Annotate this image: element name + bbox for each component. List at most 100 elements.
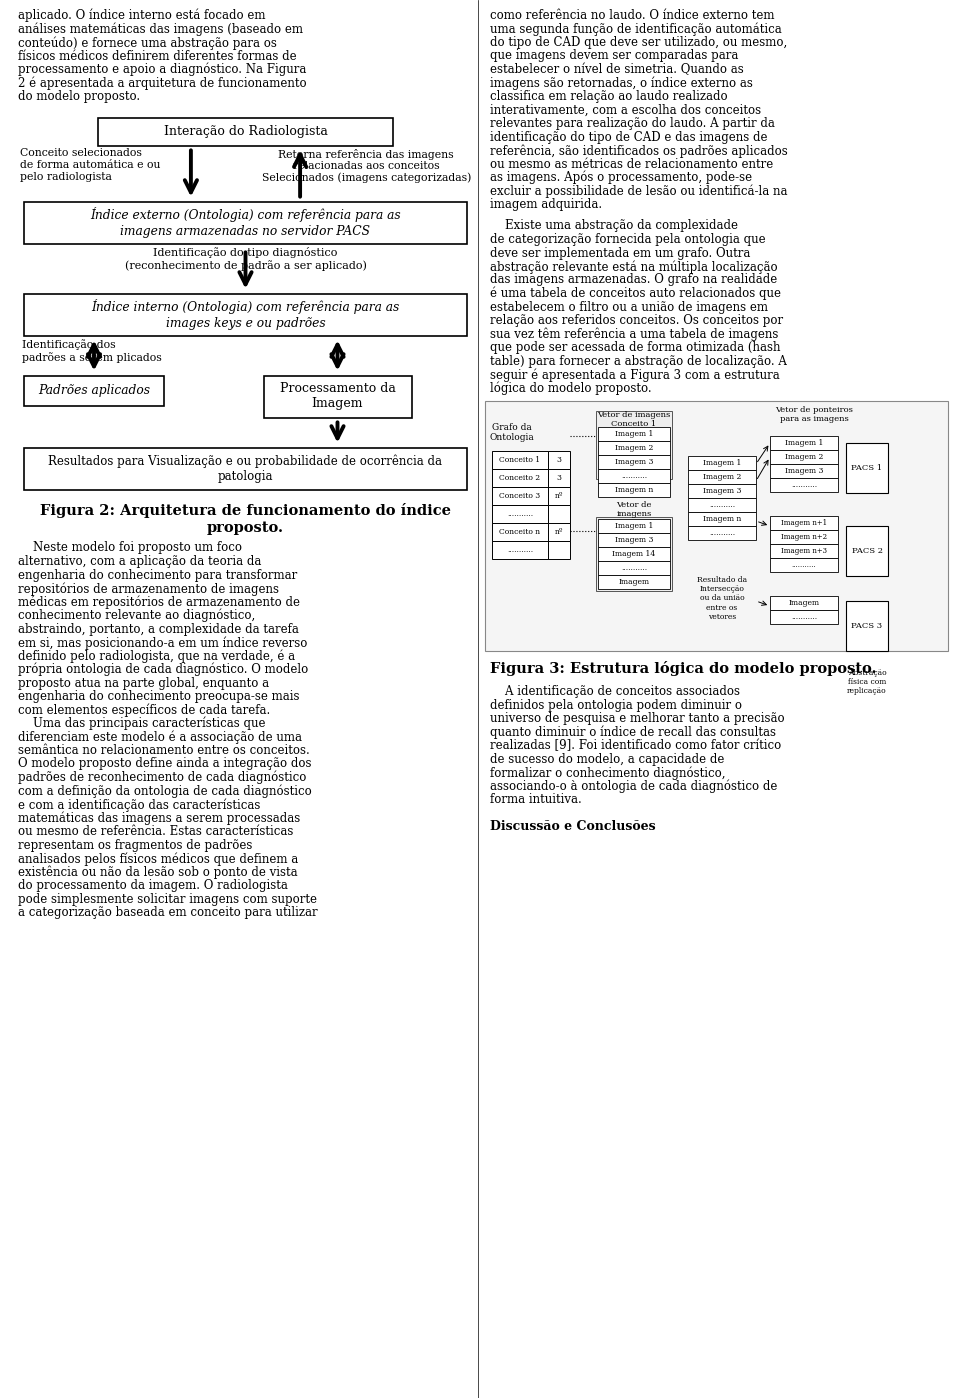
FancyBboxPatch shape (596, 411, 672, 480)
Text: imagem adquirida.: imagem adquirida. (490, 199, 602, 211)
Text: aplicado. O índice interno está focado em: aplicado. O índice interno está focado e… (18, 8, 266, 22)
Text: Abstração
física com
replicação: Abstração física com replicação (847, 670, 887, 695)
Text: Índice interno (Ontologia) com referência para as
images keys e ou padrões: Índice interno (Ontologia) com referênci… (91, 299, 399, 330)
FancyBboxPatch shape (548, 505, 570, 523)
Text: Imagem 3: Imagem 3 (614, 535, 653, 544)
Text: deve ser implementada em um grafo. Outra: deve ser implementada em um grafo. Outra (490, 246, 751, 260)
FancyBboxPatch shape (688, 512, 756, 526)
Text: A identificação de conceitos associados: A identificação de conceitos associados (490, 685, 740, 698)
Text: formalizar o conhecimento diagnóstico,: formalizar o conhecimento diagnóstico, (490, 766, 726, 780)
Text: Índice externo (Ontologia) com referência para as
imagens armazenadas no servido: Índice externo (Ontologia) com referênci… (90, 207, 401, 238)
FancyBboxPatch shape (98, 117, 393, 145)
FancyBboxPatch shape (598, 426, 670, 440)
FancyBboxPatch shape (770, 610, 838, 624)
Text: de categorização fornecida pela ontologia que: de categorização fornecida pela ontologi… (490, 233, 766, 246)
FancyBboxPatch shape (770, 596, 838, 610)
Text: Imagem: Imagem (618, 577, 650, 586)
Text: engenharia do conhecimento preocupa-se mais: engenharia do conhecimento preocupa-se m… (18, 691, 300, 703)
Text: Imagem 2: Imagem 2 (614, 445, 653, 452)
Text: universo de pesquisa e melhorar tanto a precisão: universo de pesquisa e melhorar tanto a … (490, 712, 784, 726)
Text: definido pelo radiologista, que na verdade, é a: definido pelo radiologista, que na verda… (18, 650, 295, 663)
Text: ...........: ........... (621, 563, 647, 572)
Text: Imagem n+2: Imagem n+2 (780, 533, 828, 541)
Text: representam os fragmentos de padrões: representam os fragmentos de padrões (18, 839, 252, 851)
Text: do modelo proposto.: do modelo proposto. (18, 89, 140, 103)
FancyBboxPatch shape (492, 468, 548, 487)
Text: com elementos específicos de cada tarefa.: com elementos específicos de cada tarefa… (18, 703, 271, 717)
FancyBboxPatch shape (688, 456, 756, 470)
Text: Grafo da
Ontologia: Grafo da Ontologia (490, 424, 535, 442)
Text: realizadas [9]. Foi identificado como fator crítico: realizadas [9]. Foi identificado como fa… (490, 740, 781, 752)
Text: Vetor de imagens
Conceito 1: Vetor de imagens Conceito 1 (597, 411, 671, 428)
Text: Conceito n: Conceito n (499, 528, 540, 535)
Text: abstraindo, portanto, a complexidade da tarefa: abstraindo, portanto, a complexidade da … (18, 622, 299, 636)
Text: padrões de reconhecimento de cada diagnóstico: padrões de reconhecimento de cada diagnó… (18, 772, 306, 784)
Text: Padrões aplicados: Padrões aplicados (38, 384, 150, 397)
FancyBboxPatch shape (688, 526, 756, 540)
Text: a categorização baseada em conceito para utilizar: a categorização baseada em conceito para… (18, 906, 318, 918)
Text: Vetor de
imagens: Vetor de imagens (616, 500, 652, 519)
Text: Imagem n: Imagem n (614, 487, 653, 493)
FancyBboxPatch shape (24, 447, 467, 489)
Text: excluir a possibilidade de lesão ou identificá-la na: excluir a possibilidade de lesão ou iden… (490, 185, 787, 199)
Text: Retorna referência das imagens
relacionadas aos conceitos
Selecionados (imagens : Retorna referência das imagens relaciona… (262, 148, 471, 183)
Text: Imagem 3: Imagem 3 (784, 467, 824, 475)
Text: do processamento da imagem. O radiologista: do processamento da imagem. O radiologis… (18, 879, 288, 892)
Text: PACS 3: PACS 3 (852, 622, 882, 630)
Text: Imagem 1: Imagem 1 (614, 521, 653, 530)
FancyBboxPatch shape (846, 443, 888, 493)
Text: nº: nº (555, 528, 564, 535)
FancyBboxPatch shape (492, 452, 548, 468)
Text: interativamente, com a escolha dos conceitos: interativamente, com a escolha dos conce… (490, 103, 761, 116)
Text: Resultado da
Intersecção
ou da união
entre os
vetores: Resultado da Intersecção ou da união ent… (697, 576, 747, 621)
FancyBboxPatch shape (770, 516, 838, 530)
Text: de sucesso do modelo, a capacidade de: de sucesso do modelo, a capacidade de (490, 752, 725, 766)
FancyBboxPatch shape (598, 468, 670, 482)
Text: analisados pelos físicos médicos que definem a: analisados pelos físicos médicos que def… (18, 851, 299, 865)
FancyBboxPatch shape (24, 376, 164, 405)
Text: é uma tabela de conceitos auto relacionados que: é uma tabela de conceitos auto relaciona… (490, 287, 781, 301)
Text: Resultados para Visualização e ou probabilidade de ocorrência da
patologia: Resultados para Visualização e ou probab… (49, 454, 443, 482)
Text: Imagem: Imagem (788, 598, 820, 607)
Text: análises matemáticas das imagens (baseado em: análises matemáticas das imagens (basead… (18, 22, 303, 36)
FancyBboxPatch shape (548, 468, 570, 487)
FancyBboxPatch shape (598, 561, 670, 575)
Text: Imagem n+1: Imagem n+1 (780, 519, 828, 527)
Text: como referência no laudo. O índice externo tem: como referência no laudo. O índice exter… (490, 8, 775, 22)
Text: processamento e apoio a diagnóstico. Na Figura: processamento e apoio a diagnóstico. Na … (18, 63, 306, 77)
FancyBboxPatch shape (24, 294, 467, 336)
FancyBboxPatch shape (548, 487, 570, 505)
Text: ou mesmo as métricas de relacionamento entre: ou mesmo as métricas de relacionamento e… (490, 158, 773, 171)
Text: Imagem n: Imagem n (703, 514, 741, 523)
FancyBboxPatch shape (24, 201, 467, 243)
FancyBboxPatch shape (598, 533, 670, 547)
Text: Imagem 1: Imagem 1 (703, 459, 741, 467)
Text: Figura 3: Estrutura lógica do modelo proposto.: Figura 3: Estrutura lógica do modelo pro… (490, 661, 876, 677)
Text: ...........: ........... (792, 561, 816, 569)
Text: table) para fornecer a abstração de localização. A: table) para fornecer a abstração de loca… (490, 355, 787, 368)
FancyBboxPatch shape (770, 478, 838, 492)
Text: Conceito 1: Conceito 1 (499, 456, 540, 464)
Text: em si, mas posicionando-a em um índice reverso: em si, mas posicionando-a em um índice r… (18, 636, 307, 650)
Text: O modelo proposto define ainda a integração dos: O modelo proposto define ainda a integra… (18, 758, 311, 770)
Text: Identificação dos
padrões a serem plicados: Identificação dos padrões a serem plicad… (22, 340, 161, 363)
FancyBboxPatch shape (598, 440, 670, 454)
FancyBboxPatch shape (263, 376, 412, 418)
FancyBboxPatch shape (598, 575, 670, 589)
FancyBboxPatch shape (492, 487, 548, 505)
Text: Imagem 1: Imagem 1 (785, 439, 823, 447)
FancyBboxPatch shape (846, 601, 888, 651)
Text: lógica do modelo proposto.: lógica do modelo proposto. (490, 382, 652, 396)
Text: matemáticas das imagens a serem processadas: matemáticas das imagens a serem processa… (18, 811, 300, 825)
Text: 3: 3 (557, 456, 562, 464)
Text: Imagem 3: Imagem 3 (614, 459, 653, 466)
Text: do tipo de CAD que deve ser utilizado, ou mesmo,: do tipo de CAD que deve ser utilizado, o… (490, 36, 787, 49)
FancyBboxPatch shape (770, 544, 838, 558)
FancyBboxPatch shape (598, 547, 670, 561)
Text: diferenciam este modelo é a associação de uma: diferenciam este modelo é a associação d… (18, 731, 302, 744)
Text: médicas em repositórios de armazenamento de: médicas em repositórios de armazenamento… (18, 596, 300, 610)
FancyBboxPatch shape (492, 541, 548, 559)
FancyBboxPatch shape (770, 530, 838, 544)
FancyBboxPatch shape (688, 484, 756, 498)
Text: ...........: ........... (791, 481, 817, 489)
